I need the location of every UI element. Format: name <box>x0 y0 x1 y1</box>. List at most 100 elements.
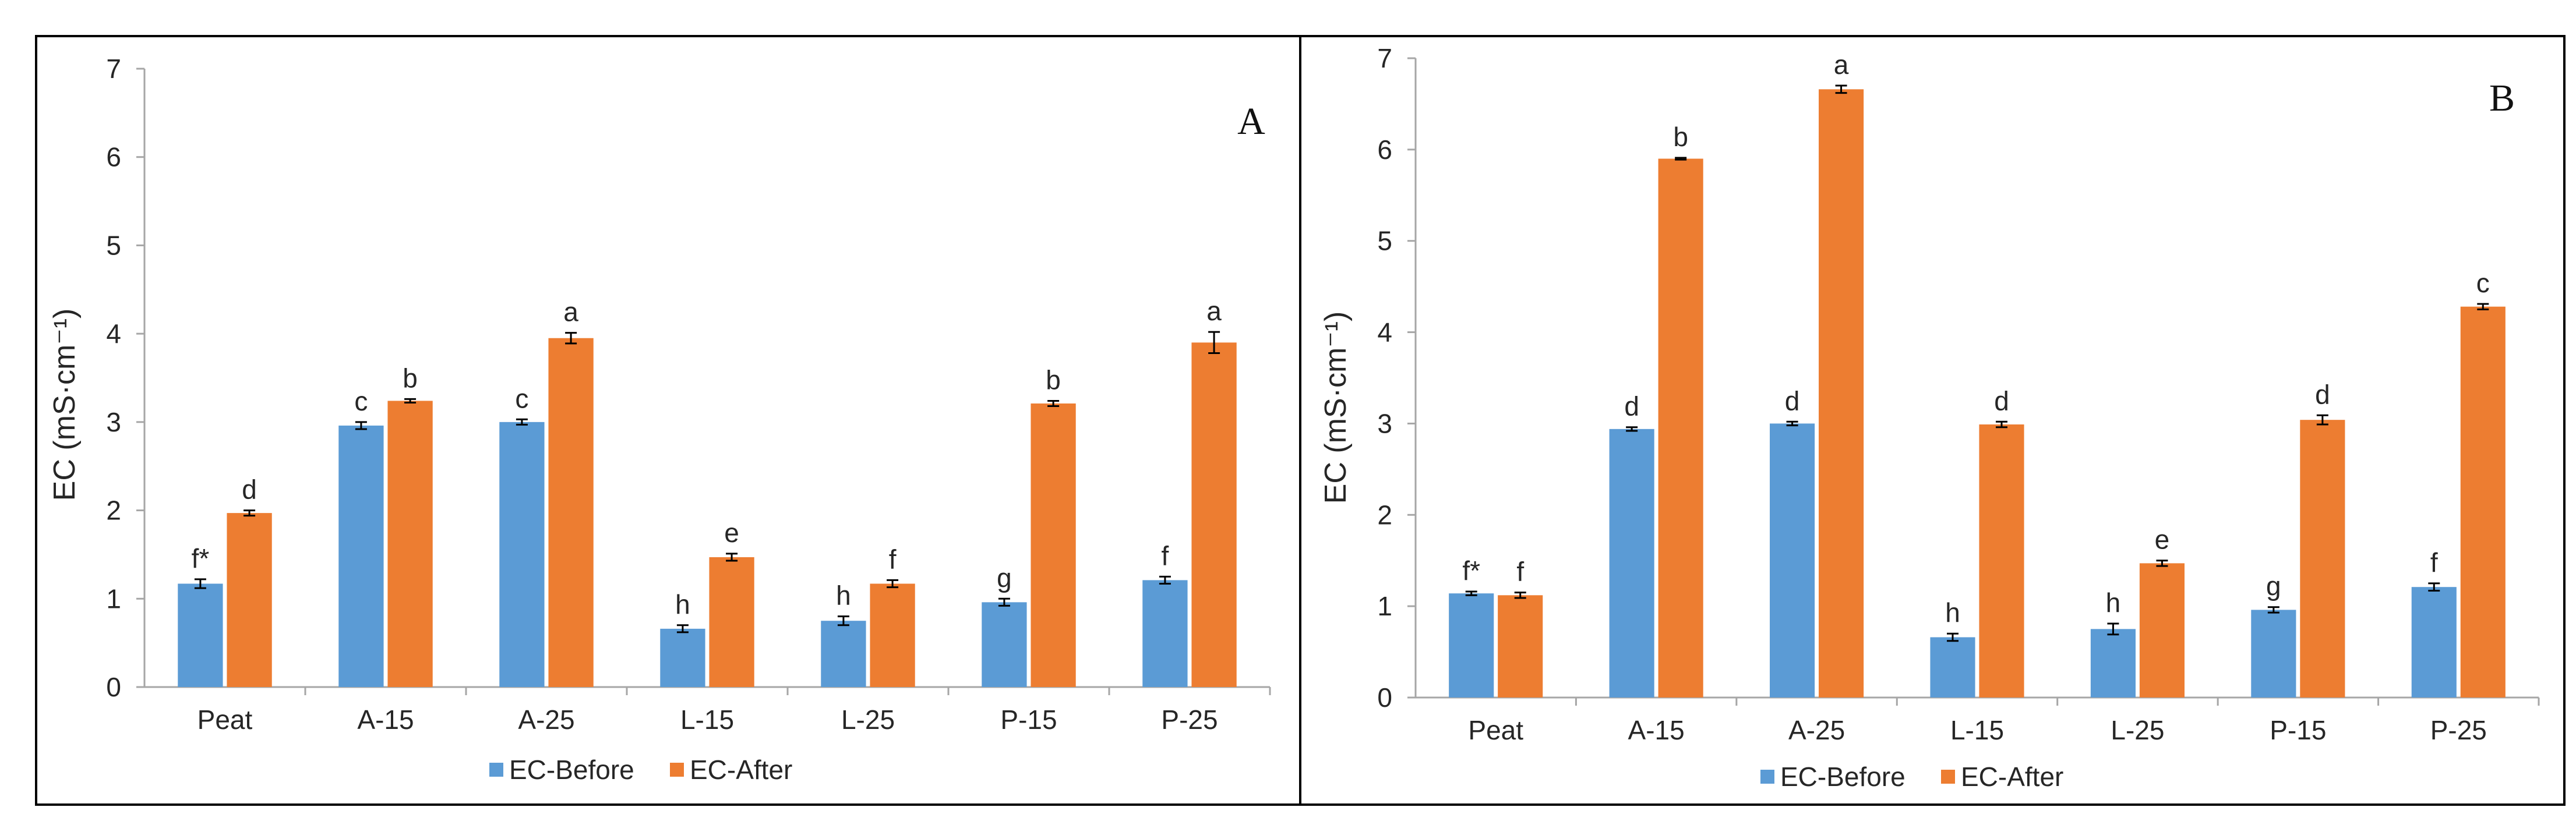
bar-ec-before <box>178 583 223 687</box>
bar-ec-after <box>870 583 915 687</box>
data-label: b <box>403 363 418 393</box>
x-tick-label: A-15 <box>357 705 414 735</box>
bar-ec-after <box>1658 158 1703 698</box>
legend: EC-Before EC-After <box>489 755 792 785</box>
legend-label-ec-after: EC-After <box>1961 762 2063 792</box>
bar-ec-after <box>387 401 433 687</box>
bar-ec-before <box>1609 429 1654 698</box>
y-tick-label: 4 <box>106 318 121 349</box>
bar-ec-after <box>548 338 594 687</box>
x-tick-label: L-15 <box>1950 715 2004 745</box>
legend-swatch-ec-after <box>1941 770 1955 784</box>
bar-ec-after <box>227 513 272 687</box>
data-label: d <box>2315 379 2330 409</box>
x-tick-label: Peat <box>1468 715 1523 745</box>
data-label: h <box>1945 597 1960 628</box>
data-label: f* <box>192 543 210 574</box>
x-tick-label: L-25 <box>2111 715 2164 745</box>
data-label: f* <box>1462 555 1480 586</box>
data-label: e <box>724 518 739 548</box>
x-tick-label: P-15 <box>1000 705 1057 735</box>
data-label: f <box>889 544 897 574</box>
x-tick-label: A-15 <box>1628 715 1685 745</box>
bar-ec-before <box>1449 593 1494 698</box>
legend: EC-Before EC-After <box>1760 762 2063 792</box>
data-label: b <box>1046 364 1061 395</box>
bar-ec-after <box>1498 595 1543 698</box>
y-tick-label: 5 <box>1377 226 1392 256</box>
bar-ec-before <box>1770 423 1815 698</box>
data-label: b <box>1673 122 1688 152</box>
x-tick-label: P-15 <box>2270 715 2326 745</box>
legend-swatch-ec-before <box>489 763 503 777</box>
bar-ec-after <box>2139 563 2185 698</box>
legend-label-ec-before: EC-Before <box>1780 762 1905 792</box>
bar-ec-after <box>1031 403 1076 687</box>
bar-ec-before <box>338 425 384 687</box>
bar-ec-before <box>2411 587 2457 698</box>
data-label: h <box>2106 587 2121 618</box>
chart-panel-b: EC (mS·cm⁻¹) B 0 1 2 3 4 5 6 7 Peat A-15 A-25 L-15 L… <box>1299 35 2566 806</box>
y-tick-label: 2 <box>106 495 121 526</box>
data-label: f <box>2430 547 2438 578</box>
bar-ec-before <box>821 621 866 687</box>
y-tick-label: 1 <box>1377 591 1392 621</box>
bar-ec-before <box>1142 580 1188 687</box>
x-tick-label: A-25 <box>518 705 574 735</box>
bar-ec-before <box>1930 637 1975 698</box>
bar-ec-after <box>2460 306 2506 698</box>
y-tick-label: 0 <box>106 672 121 702</box>
x-tick-label: A-25 <box>1788 715 1845 745</box>
x-tick-label: L-25 <box>841 705 895 735</box>
y-tick-label: 3 <box>1377 408 1392 438</box>
x-tick-label: Peat <box>197 705 253 735</box>
x-tick-label: L-15 <box>680 705 734 735</box>
y-tick-label: 7 <box>1377 43 1392 73</box>
y-tick-label: 2 <box>1377 500 1392 530</box>
legend-swatch-ec-after <box>670 763 684 777</box>
data-label: a <box>563 297 578 327</box>
data-label: a <box>1206 296 1222 326</box>
data-label: c <box>2476 268 2490 298</box>
data-label: f <box>1516 557 1524 587</box>
y-tick-label: 3 <box>106 407 121 437</box>
data-label: d <box>1785 385 1800 416</box>
data-label: h <box>675 589 690 619</box>
bar-ec-after <box>1979 424 2024 698</box>
panel-border <box>1299 35 2566 806</box>
legend-swatch-ec-before <box>1760 770 1774 784</box>
bar-ec-after <box>709 557 754 687</box>
bar-ec-after <box>1191 342 1237 687</box>
bar-ec-after <box>2300 420 2345 698</box>
y-tick-label: 4 <box>1377 317 1392 348</box>
bar-ec-before <box>982 602 1027 687</box>
panel-label: B <box>2489 77 2515 119</box>
legend-label-ec-before: EC-Before <box>509 755 634 785</box>
data-label: f <box>1162 540 1169 571</box>
data-label: d <box>1624 391 1639 422</box>
y-tick-label: 1 <box>106 583 121 614</box>
x-tick-label: P-25 <box>2430 715 2487 745</box>
panel-label: A <box>1237 100 1265 143</box>
bar-ec-before <box>2251 610 2296 698</box>
y-tick-label: 7 <box>106 54 121 84</box>
y-tick-label: 6 <box>106 142 121 172</box>
y-axis-title: EC (mS·cm⁻¹) <box>48 309 82 501</box>
x-tick-label: P-25 <box>1161 705 1218 735</box>
y-axis-title: EC (mS·cm⁻¹) <box>1319 311 1353 504</box>
bar-ec-after <box>1819 89 1864 698</box>
data-label: c <box>515 383 528 413</box>
data-label: a <box>1834 49 1849 80</box>
y-tick-label: 5 <box>106 230 121 260</box>
data-label: h <box>836 580 851 611</box>
data-label: g <box>997 562 1012 593</box>
data-label: g <box>2266 571 2281 601</box>
data-label: e <box>2155 525 2170 555</box>
data-label: d <box>1994 385 2009 416</box>
y-tick-label: 6 <box>1377 134 1392 165</box>
bar-ec-before <box>660 628 705 687</box>
data-label: d <box>242 475 257 505</box>
chart-panel-a: EC (mS·cm⁻¹) A 0 1 2 3 4 5 6 7 Peat A-15 A-25 L-15 L… <box>35 35 1301 806</box>
y-tick-label: 0 <box>1377 682 1392 713</box>
